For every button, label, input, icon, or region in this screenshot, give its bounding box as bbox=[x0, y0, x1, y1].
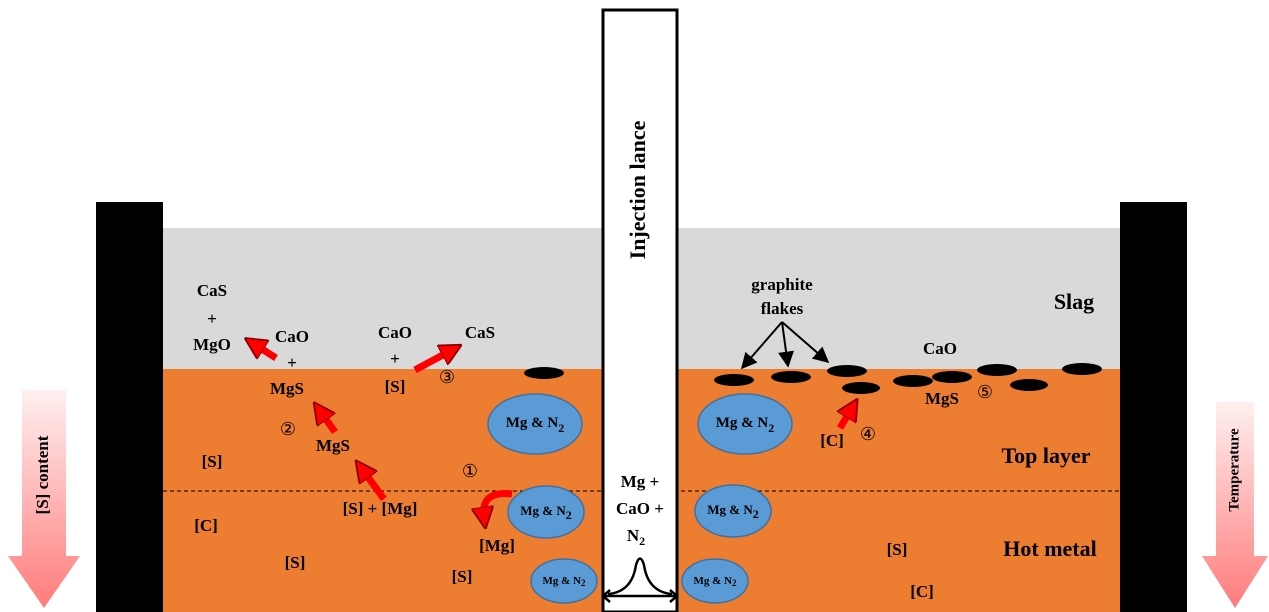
species-label: CaS bbox=[197, 281, 227, 300]
species-label: + bbox=[287, 353, 297, 372]
step-number: ② bbox=[280, 419, 296, 440]
feed: N2 bbox=[627, 526, 645, 548]
step-number: ⑤ bbox=[977, 382, 993, 403]
species-label: [S] bbox=[202, 452, 223, 471]
species-label: + bbox=[390, 349, 400, 368]
wall bbox=[1120, 202, 1187, 612]
step-number: ① bbox=[462, 461, 478, 482]
wall bbox=[96, 202, 163, 612]
species-label: [S] + [Mg] bbox=[343, 499, 418, 518]
zone-label: Hot metal bbox=[1003, 536, 1096, 561]
step-number: ④ bbox=[860, 424, 876, 445]
bubble-label: Mg & N2 bbox=[694, 575, 738, 589]
species-label: [C] bbox=[820, 431, 844, 450]
species: CaS + MgO CaO + MgS MgS [S] + [Mg] [Mg] … bbox=[193, 281, 959, 601]
bubble-label: Mg & N2 bbox=[716, 415, 775, 434]
species-label: [C] bbox=[194, 516, 218, 535]
gradient-arrow bbox=[8, 390, 80, 608]
species-label: [C] bbox=[910, 582, 934, 601]
species-label: MgS bbox=[316, 436, 350, 455]
bubble-label: Mg & N2 bbox=[520, 503, 572, 522]
bubble-label: Mg & N2 bbox=[707, 502, 759, 521]
gradient-label: [S] content bbox=[33, 435, 52, 514]
feed: Mg + bbox=[621, 472, 659, 491]
bubbles bbox=[487, 393, 793, 604]
species-label: CaO bbox=[275, 327, 309, 346]
graphite-label: graphite bbox=[751, 275, 813, 294]
species-label: + bbox=[207, 309, 217, 328]
gradient-arrow bbox=[1202, 402, 1268, 608]
reaction-arrow bbox=[254, 344, 852, 518]
feed: CaO + bbox=[616, 499, 664, 518]
zone-label: Slag bbox=[1054, 289, 1094, 314]
species-label: [Mg] bbox=[479, 536, 515, 555]
flakes bbox=[524, 363, 1102, 394]
gradient-label: Temperature bbox=[1226, 428, 1242, 512]
species-label: [S] bbox=[385, 377, 406, 396]
species-label: MgO bbox=[193, 335, 231, 354]
species-label: [S] bbox=[285, 553, 306, 572]
bubble-label: Mg & N2 bbox=[543, 575, 587, 589]
species-label: MgS bbox=[270, 379, 304, 398]
bubble-label: Mg & N2 bbox=[506, 415, 565, 434]
species-label: [S] bbox=[887, 540, 908, 559]
lance-title: Injection lance bbox=[625, 120, 650, 259]
lance bbox=[601, 8, 679, 612]
species-label: CaS bbox=[465, 323, 495, 342]
spray bbox=[601, 557, 679, 603]
species-label: [S] bbox=[452, 567, 473, 586]
zone-label: Top layer bbox=[1001, 443, 1090, 468]
species-label: CaO bbox=[923, 339, 957, 358]
pointer bbox=[740, 321, 830, 370]
step-number: ③ bbox=[439, 367, 455, 388]
species-label: CaO bbox=[378, 323, 412, 342]
graphite-label: flakes bbox=[761, 299, 804, 318]
species-label: MgS bbox=[925, 389, 959, 408]
